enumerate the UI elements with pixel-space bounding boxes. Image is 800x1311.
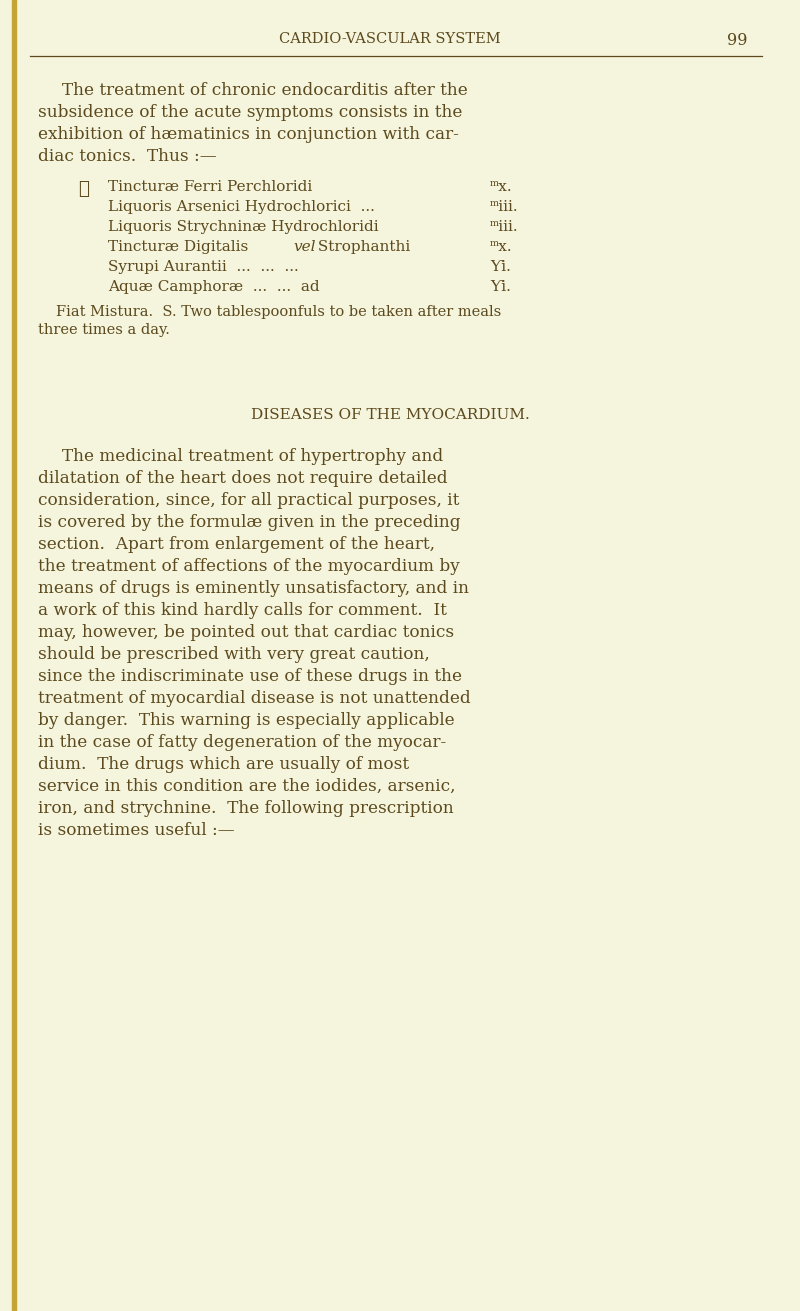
Text: Liquoris Arsenici Hydrochlorici  ...: Liquoris Arsenici Hydrochlorici ... <box>108 201 375 214</box>
Text: is covered by the formulæ given in the preceding: is covered by the formulæ given in the p… <box>38 514 461 531</box>
Text: ᵐx.: ᵐx. <box>490 180 513 194</box>
Text: Liquoris Strychninæ Hydrochloridi: Liquoris Strychninæ Hydrochloridi <box>108 220 378 233</box>
Text: ᵐiii.: ᵐiii. <box>490 201 518 214</box>
Text: in the case of fatty degeneration of the myocar-: in the case of fatty degeneration of the… <box>38 734 446 751</box>
Text: Ƴi.: Ƴi. <box>490 260 511 274</box>
Text: means of drugs is eminently unsatisfactory, and in: means of drugs is eminently unsatisfacto… <box>38 579 469 597</box>
Text: vel: vel <box>293 240 315 254</box>
Text: DISEASES OF THE MYOCARDIUM.: DISEASES OF THE MYOCARDIUM. <box>250 408 530 422</box>
Text: iron, and strychnine.  The following prescription: iron, and strychnine. The following pres… <box>38 800 454 817</box>
Text: may, however, be pointed out that cardiac tonics: may, however, be pointed out that cardia… <box>38 624 454 641</box>
Text: diac tonics.  Thus :—: diac tonics. Thus :— <box>38 148 217 165</box>
Text: is sometimes useful :—: is sometimes useful :— <box>38 822 234 839</box>
Text: 99: 99 <box>727 31 748 49</box>
Text: Fiat Mistura.  S. Two tablespoonfuls to be taken after meals: Fiat Mistura. S. Two tablespoonfuls to b… <box>56 305 502 319</box>
Text: The medicinal treatment of hypertrophy and: The medicinal treatment of hypertrophy a… <box>62 448 443 465</box>
Text: Syrupi Aurantii  ...  ...  ...: Syrupi Aurantii ... ... ... <box>108 260 298 274</box>
Text: Strophanthi: Strophanthi <box>313 240 410 254</box>
Text: ᵐx.: ᵐx. <box>490 240 513 254</box>
Text: by danger.  This warning is especially applicable: by danger. This warning is especially ap… <box>38 712 454 729</box>
Text: Ƴi.: Ƴi. <box>490 281 511 294</box>
Text: section.  Apart from enlargement of the heart,: section. Apart from enlargement of the h… <box>38 536 435 553</box>
Text: Tincturæ Ferri Perchloridi: Tincturæ Ferri Perchloridi <box>108 180 312 194</box>
Text: treatment of myocardial disease is not unattended: treatment of myocardial disease is not u… <box>38 690 470 707</box>
Text: dium.  The drugs which are usually of most: dium. The drugs which are usually of mos… <box>38 756 409 773</box>
Text: The treatment of chronic endocarditis after the: The treatment of chronic endocarditis af… <box>62 83 468 100</box>
Text: dilatation of the heart does not require detailed: dilatation of the heart does not require… <box>38 471 448 486</box>
Text: a work of this kind hardly calls for comment.  It: a work of this kind hardly calls for com… <box>38 602 447 619</box>
Text: subsidence of the acute symptoms consists in the: subsidence of the acute symptoms consist… <box>38 104 462 121</box>
Text: three times a day.: three times a day. <box>38 323 170 337</box>
Text: should be prescribed with very great caution,: should be prescribed with very great cau… <box>38 646 430 663</box>
Text: exhibition of hæmatinics in conjunction with car-: exhibition of hæmatinics in conjunction … <box>38 126 459 143</box>
Text: Aquæ Camphoræ  ...  ...  ad: Aquæ Camphoræ ... ... ad <box>108 281 320 294</box>
Text: ᵐiii.: ᵐiii. <box>490 220 518 233</box>
Text: ℞: ℞ <box>78 180 89 198</box>
Text: the treatment of affections of the myocardium by: the treatment of affections of the myoca… <box>38 558 460 576</box>
Text: consideration, since, for all practical purposes, it: consideration, since, for all practical … <box>38 492 459 509</box>
Text: CARDIO-VASCULAR SYSTEM: CARDIO-VASCULAR SYSTEM <box>279 31 501 46</box>
Text: since the indiscriminate use of these drugs in the: since the indiscriminate use of these dr… <box>38 669 462 686</box>
Text: Tincturæ Digitalis: Tincturæ Digitalis <box>108 240 253 254</box>
Bar <box>12 0 16 1311</box>
Text: service in this condition are the iodides, arsenic,: service in this condition are the iodide… <box>38 777 455 794</box>
